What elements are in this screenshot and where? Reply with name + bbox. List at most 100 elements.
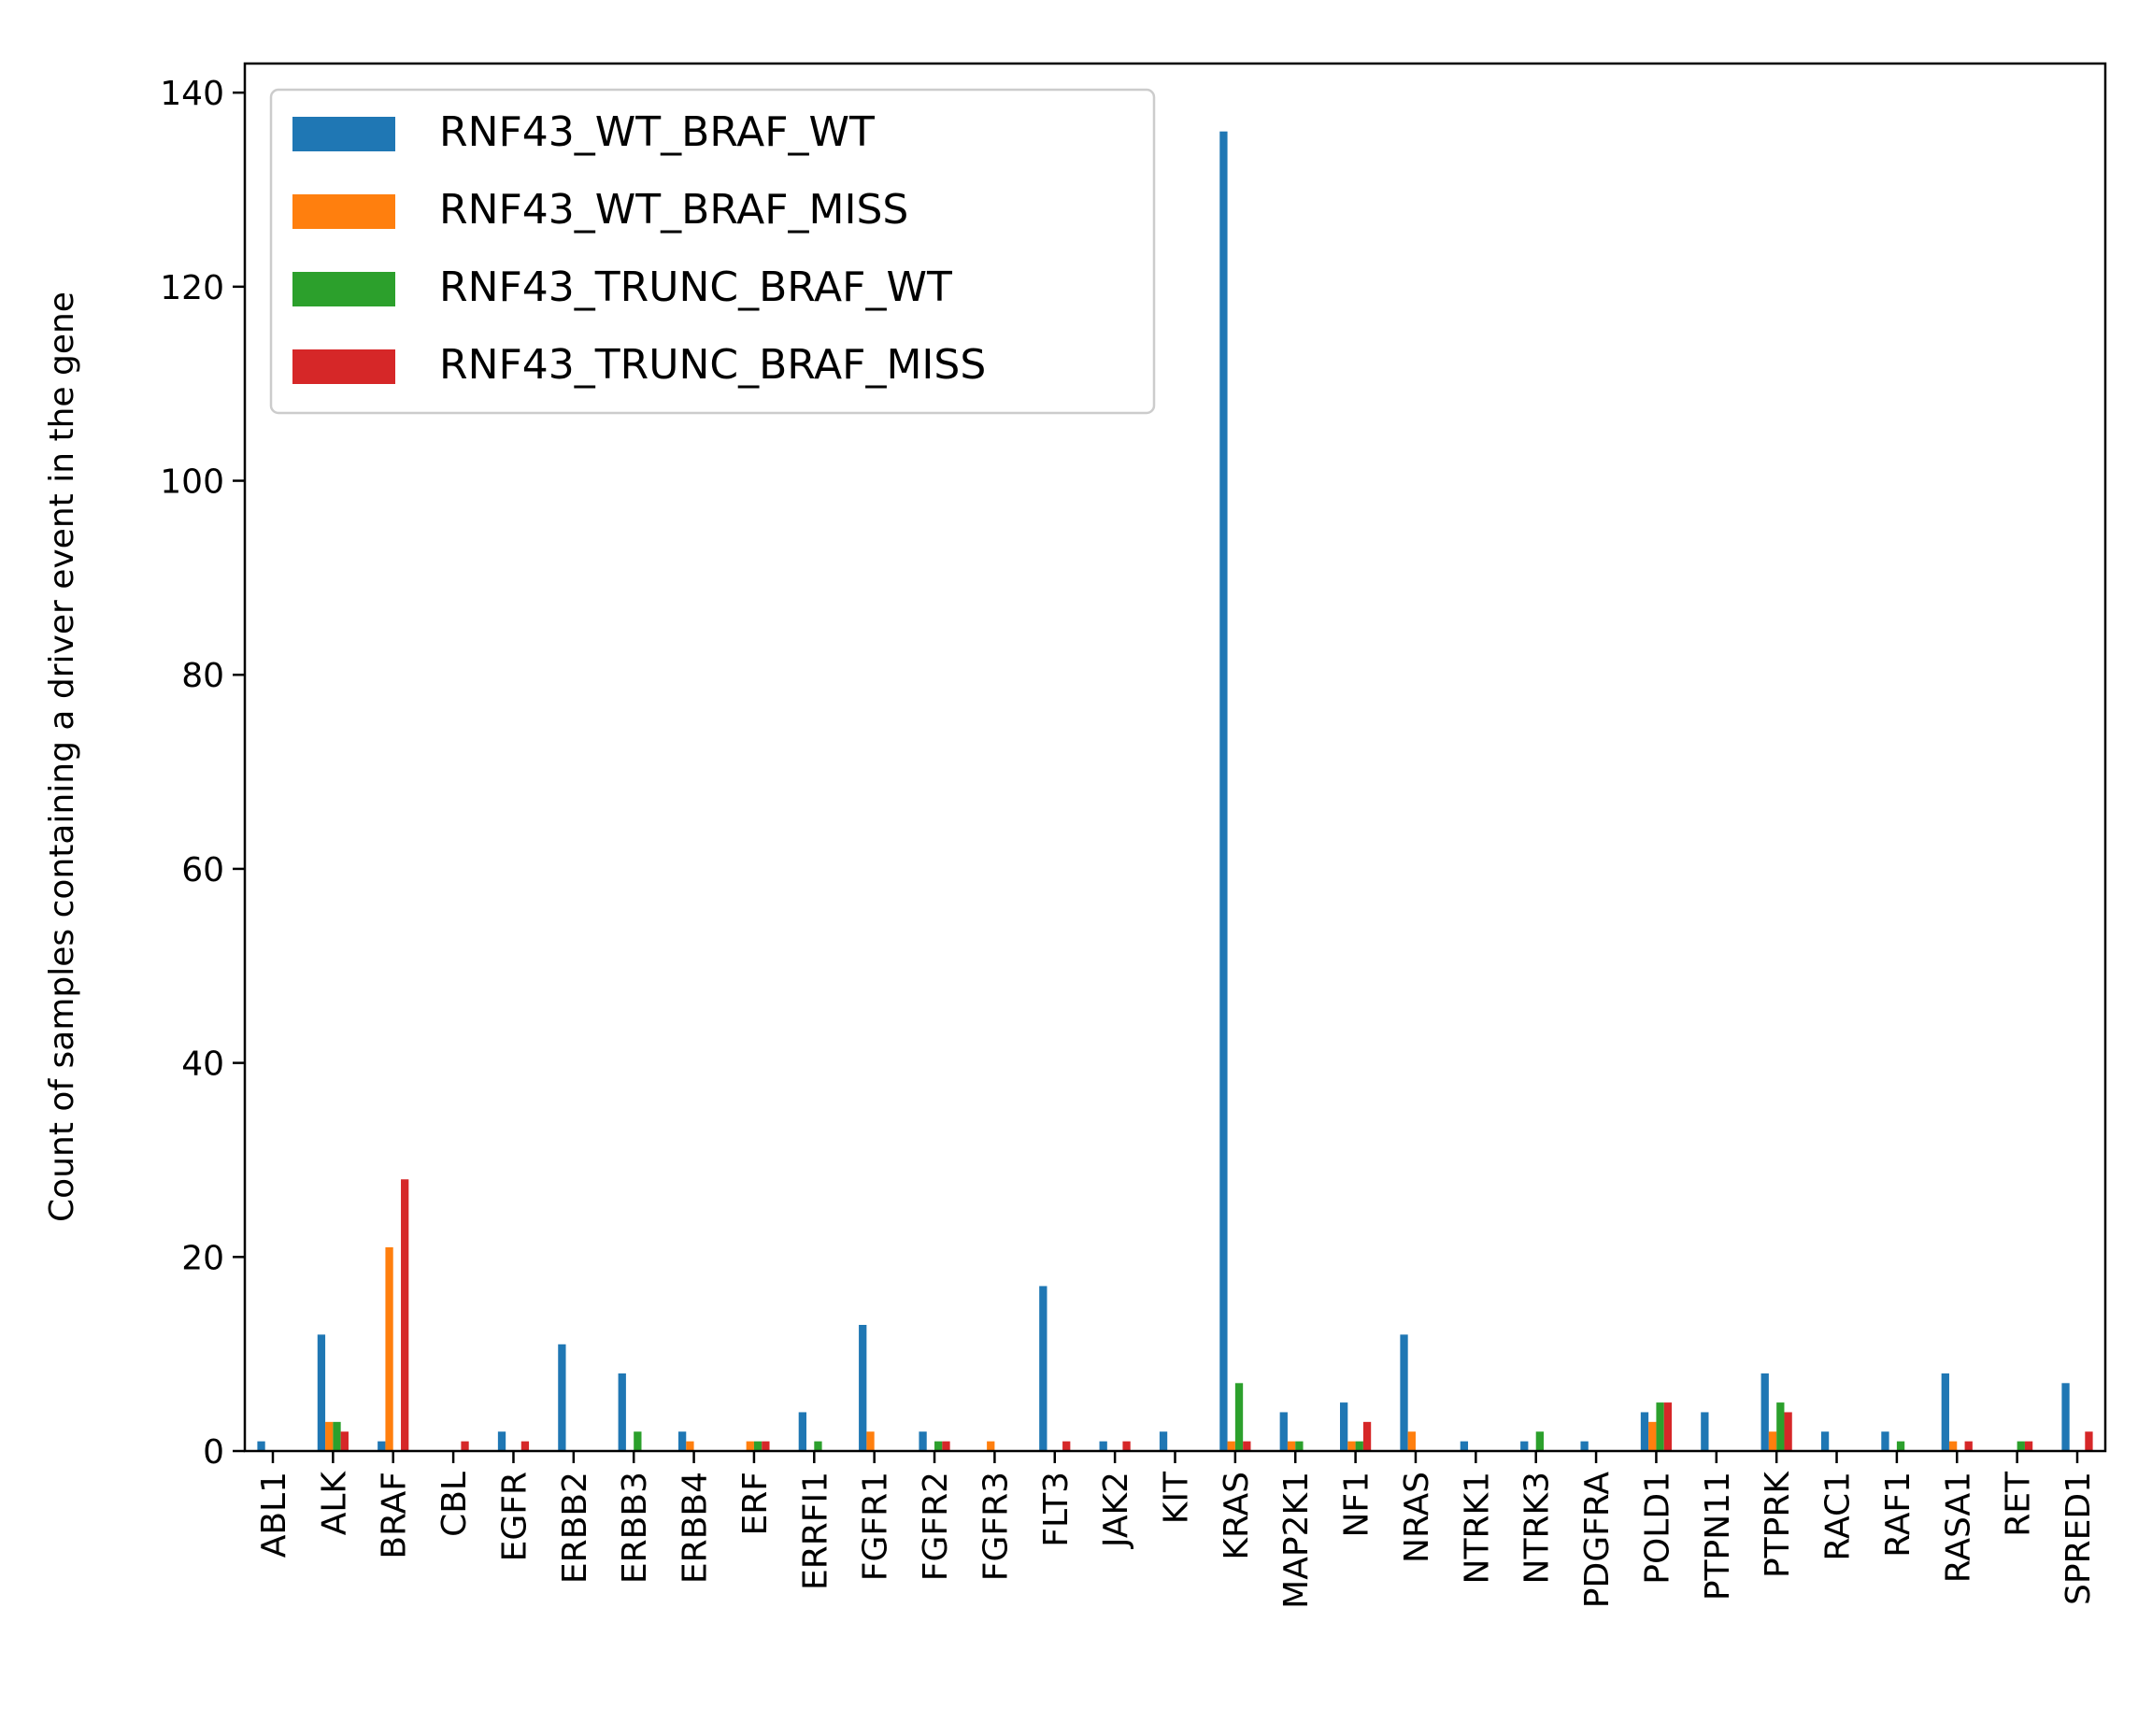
x-tick-label: NTRK3 xyxy=(1518,1472,1557,1584)
bar-errfi1-series-3 xyxy=(814,1441,822,1451)
legend-swatch-2 xyxy=(292,194,395,229)
x-tick-label: KIT xyxy=(1158,1471,1196,1524)
y-axis: 0 20 40 60 80 100 120 140 xyxy=(160,75,245,1472)
bar-nf1-series-1 xyxy=(1340,1402,1348,1451)
legend-swatch-1 xyxy=(292,117,395,151)
x-tick-label: ERBB2 xyxy=(556,1472,594,1584)
bar-kras-series-1 xyxy=(1219,131,1228,1452)
bar-erbb3-series-3 xyxy=(634,1431,642,1451)
bar-kras-series-4 xyxy=(1243,1441,1251,1451)
bar-erf-series-4 xyxy=(762,1441,770,1451)
legend-label-2: RNF43_WT_BRAF_MISS xyxy=(439,186,908,234)
legend-swatch-3 xyxy=(292,272,395,306)
legend: RNF43_WT_BRAF_WT RNF43_WT_BRAF_MISS RNF43_… xyxy=(269,88,1156,415)
bar-cbl-series-4 xyxy=(461,1441,469,1451)
bar-nras-series-2 xyxy=(1407,1431,1416,1451)
bar-egfr-series-1 xyxy=(497,1431,506,1451)
legend-label-4: RNF43_TRUNC_BRAF_MISS xyxy=(439,341,986,389)
x-tick-label: FGFR3 xyxy=(976,1472,1015,1581)
legend-box xyxy=(269,88,1156,415)
bar-fgfr3-series-2 xyxy=(987,1441,995,1451)
y-tick-label: 0 xyxy=(203,1433,224,1472)
legend-label-3: RNF43_TRUNC_BRAF_WT xyxy=(439,263,952,311)
x-tick-label: ERF xyxy=(736,1472,775,1535)
bar-erbb3-series-1 xyxy=(618,1373,626,1451)
bars-layer xyxy=(257,131,2093,1452)
bar-spred1-series-1 xyxy=(2061,1383,2070,1451)
bar-jak2-series-1 xyxy=(1099,1441,1107,1451)
bar-spred1-series-4 xyxy=(2085,1431,2093,1451)
bar-erf-series-2 xyxy=(746,1441,754,1451)
bar-ptpn11-series-1 xyxy=(1701,1412,1709,1451)
x-tick-label: BRAF xyxy=(376,1472,414,1559)
legend-label-1: RNF43_WT_BRAF_WT xyxy=(439,108,875,156)
bar-alk-series-2 xyxy=(325,1421,334,1451)
y-tick-label: 40 xyxy=(181,1046,224,1084)
bar-alk-series-1 xyxy=(317,1334,326,1451)
bar-ret-series-4 xyxy=(2024,1441,2033,1451)
bar-nf1-series-2 xyxy=(1347,1441,1356,1451)
x-tick-label: EGFR xyxy=(495,1472,534,1561)
x-tick-label: ALK xyxy=(315,1471,353,1536)
x-tick-label: MAP2K1 xyxy=(1277,1472,1316,1609)
x-tick-label: ERBB3 xyxy=(616,1472,654,1584)
y-axis-label: Count of samples containing a driver eve… xyxy=(43,292,81,1222)
bar-kit-series-1 xyxy=(1159,1431,1168,1451)
bar-erbb4-series-1 xyxy=(677,1431,687,1451)
bar-ptprk-series-4 xyxy=(1784,1412,1792,1451)
x-tick-label: RAC1 xyxy=(1819,1472,1858,1561)
bar-erbb4-series-2 xyxy=(686,1441,694,1451)
bar-ptprk-series-1 xyxy=(1760,1373,1769,1451)
bar-fgfr1-series-2 xyxy=(866,1431,875,1451)
bar-rasa1-series-2 xyxy=(1948,1441,1958,1451)
bar-ptprk-series-2 xyxy=(1768,1431,1777,1451)
bar-ntrk1-series-1 xyxy=(1460,1441,1469,1451)
bar-fgfr1-series-1 xyxy=(859,1325,867,1451)
x-tick-label: PDGFRA xyxy=(1578,1472,1617,1609)
x-tick-label: ERBB4 xyxy=(677,1472,715,1584)
x-tick-label: ABL1 xyxy=(255,1472,293,1558)
bar-fgfr2-series-1 xyxy=(919,1431,927,1451)
bar-errfi1-series-1 xyxy=(798,1412,806,1451)
bar-fgfr2-series-3 xyxy=(934,1441,943,1451)
bar-fgfr2-series-4 xyxy=(942,1441,950,1451)
bar-raf1-series-1 xyxy=(1881,1431,1889,1451)
x-tick-label: RAF1 xyxy=(1879,1472,1917,1558)
bar-egfr-series-4 xyxy=(520,1441,530,1451)
x-tick-label: CBL xyxy=(435,1472,474,1537)
x-tick-label: SPRED1 xyxy=(2060,1472,2098,1605)
y-tick-label: 140 xyxy=(160,75,224,113)
y-tick-label: 60 xyxy=(181,851,224,889)
legend-swatch-4 xyxy=(292,349,395,384)
bar-nf1-series-3 xyxy=(1355,1441,1363,1451)
x-tick-label: NTRK1 xyxy=(1458,1472,1496,1584)
bar-raf1-series-3 xyxy=(1896,1441,1905,1451)
bar-ntrk3-series-3 xyxy=(1535,1431,1544,1451)
bar-abl1-series-1 xyxy=(257,1441,265,1451)
x-tick-label: FLT3 xyxy=(1037,1472,1076,1547)
bar-rac1-series-1 xyxy=(1820,1431,1830,1451)
x-tick-label: JAK2 xyxy=(1097,1472,1135,1549)
x-tick-label: KRAS xyxy=(1218,1472,1256,1560)
y-tick-label: 20 xyxy=(181,1239,224,1277)
x-tick-label: RET xyxy=(2000,1471,2038,1537)
y-tick-label: 120 xyxy=(160,269,224,307)
bar-jak2-series-4 xyxy=(1122,1441,1131,1451)
x-tick-label: PTPN11 xyxy=(1699,1472,1737,1601)
bar-alk-series-4 xyxy=(340,1431,349,1451)
bar-braf-series-2 xyxy=(385,1246,393,1451)
bar-erf-series-3 xyxy=(753,1441,763,1451)
x-tick-label: POLD1 xyxy=(1638,1472,1676,1585)
x-tick-label: RASA1 xyxy=(1939,1472,1977,1583)
bar-ntrk3-series-1 xyxy=(1520,1441,1529,1451)
bar-map2k1-series-3 xyxy=(1295,1441,1304,1451)
bar-kras-series-2 xyxy=(1227,1441,1235,1451)
bar-pdgfra-series-1 xyxy=(1580,1441,1589,1451)
bar-pold1-series-1 xyxy=(1640,1412,1649,1451)
y-tick-label: 100 xyxy=(160,463,224,502)
x-tick-label: NF1 xyxy=(1338,1472,1376,1538)
bar-braf-series-4 xyxy=(401,1179,409,1451)
bar-rasa1-series-1 xyxy=(1941,1373,1949,1451)
